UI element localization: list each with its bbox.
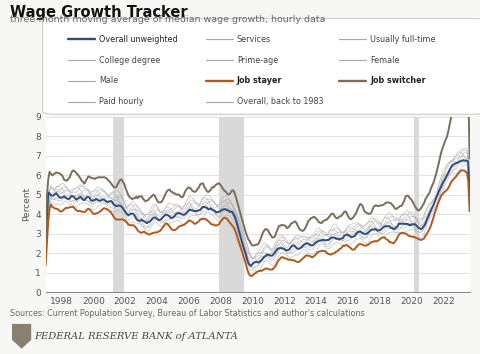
Text: Sources: Current Population Survey, Bureau of Labor Statistics and author's calc: Sources: Current Population Survey, Bure… [10, 309, 364, 318]
Text: College degree: College degree [99, 56, 160, 64]
Text: Job stayer: Job stayer [237, 76, 282, 85]
Text: Male: Male [99, 76, 118, 85]
Text: Prime-age: Prime-age [237, 56, 278, 64]
Text: Overall unweighted: Overall unweighted [99, 35, 178, 44]
Text: Paid hourly: Paid hourly [99, 97, 144, 106]
Polygon shape [12, 324, 31, 349]
FancyBboxPatch shape [43, 18, 480, 114]
Bar [414, 117, 420, 292]
Y-axis label: Percent: Percent [22, 187, 31, 222]
Text: Usually full-time: Usually full-time [371, 35, 436, 44]
Text: Job switcher: Job switcher [371, 76, 426, 85]
Text: three-month moving average of median wage growth, hourly data: three-month moving average of median wag… [10, 15, 325, 24]
Text: Wage Growth Tracker: Wage Growth Tracker [10, 5, 187, 20]
Text: Overall, back to 1983: Overall, back to 1983 [237, 97, 324, 106]
Text: Services: Services [237, 35, 271, 44]
Text: FEDERAL RESERVE BANK of ATLANTA: FEDERAL RESERVE BANK of ATLANTA [35, 332, 239, 341]
Text: Female: Female [371, 56, 400, 64]
Bar [113, 117, 124, 292]
Bar [219, 117, 244, 292]
